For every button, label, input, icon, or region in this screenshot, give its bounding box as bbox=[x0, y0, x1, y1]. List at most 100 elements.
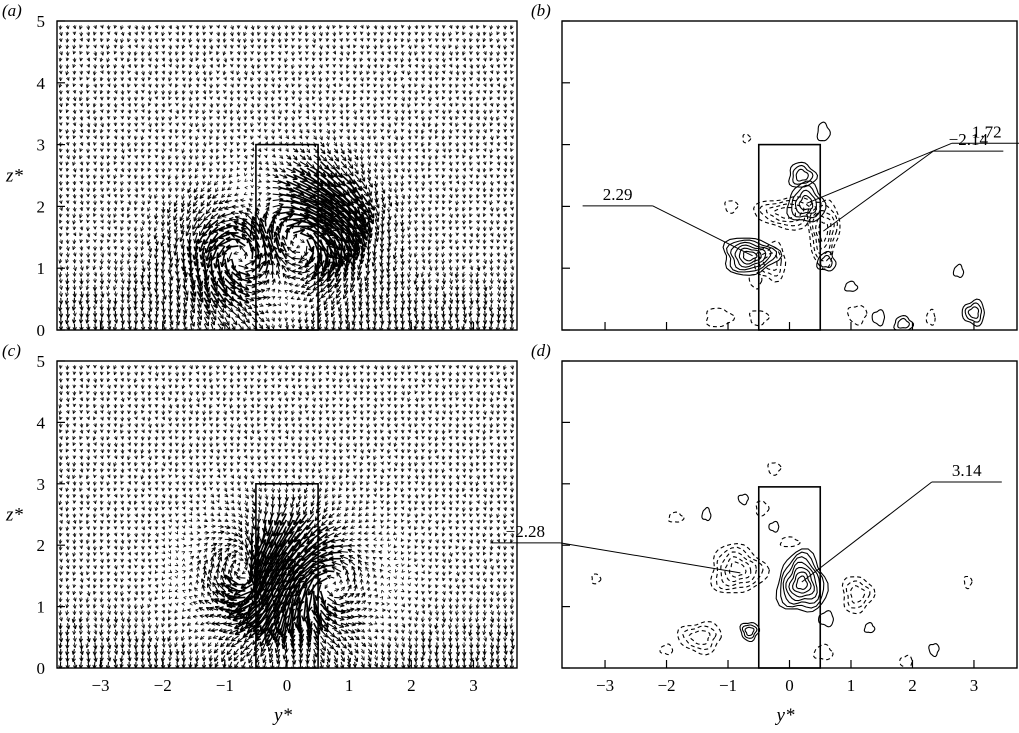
vector-arrowhead bbox=[93, 232, 97, 237]
vector-arrowhead bbox=[249, 178, 253, 183]
vector-arrowhead bbox=[72, 200, 77, 205]
vector-arrowhead bbox=[106, 38, 111, 42]
vector-arrowhead bbox=[107, 299, 112, 304]
vector-arrowhead bbox=[106, 64, 111, 69]
vector-arrowhead bbox=[161, 77, 166, 81]
vector-arrowhead bbox=[146, 241, 151, 246]
vector-arrowhead bbox=[284, 296, 289, 300]
vector-arrowhead bbox=[72, 240, 77, 245]
vector-arrowhead bbox=[134, 161, 138, 166]
vector-arrowhead bbox=[169, 276, 174, 281]
vector-arrowhead bbox=[134, 90, 139, 95]
vector-arrowhead bbox=[161, 103, 166, 108]
vector-arrowhead bbox=[113, 260, 118, 265]
vector-arrowhead bbox=[147, 221, 152, 225]
vector-arrowhead bbox=[65, 259, 69, 264]
vector-arrowhead bbox=[99, 266, 104, 271]
vector-arrowhead bbox=[127, 64, 132, 68]
vector-arrowhead bbox=[168, 102, 172, 107]
vector-arrowhead bbox=[126, 299, 131, 304]
vector-arrow bbox=[155, 284, 158, 293]
vector-arrowhead bbox=[360, 89, 364, 94]
vector-arrowhead bbox=[126, 213, 131, 218]
vector-arrowhead bbox=[93, 246, 97, 251]
vector-arrowhead bbox=[148, 195, 152, 199]
vector-arrowhead bbox=[58, 259, 63, 264]
vector-arrowhead bbox=[113, 116, 118, 120]
vector-arrowhead bbox=[72, 102, 77, 107]
vector-arrowhead bbox=[154, 24, 159, 29]
vector-arrow bbox=[100, 297, 103, 304]
vector-arrowhead bbox=[72, 220, 76, 225]
vector-arrowhead bbox=[79, 83, 84, 88]
vector-arrowhead bbox=[161, 149, 166, 154]
vector-arrowhead bbox=[140, 45, 145, 50]
vector-arrowhead bbox=[154, 103, 159, 107]
vector-arrowhead bbox=[161, 84, 166, 88]
vector-arrowhead bbox=[284, 302, 288, 306]
vector-arrowhead bbox=[120, 57, 125, 62]
vector-arrowhead bbox=[106, 96, 111, 101]
vector-arrow bbox=[66, 271, 68, 278]
vector-arrowhead bbox=[167, 269, 173, 274]
vector-arrowhead bbox=[134, 193, 138, 198]
vector-arrowhead bbox=[161, 155, 165, 160]
vector-arrowhead bbox=[120, 181, 124, 186]
vector-arrowhead bbox=[79, 57, 83, 62]
vector-arrowhead bbox=[339, 115, 343, 120]
vector-arrowhead bbox=[113, 84, 118, 88]
vector-arrowhead bbox=[93, 293, 98, 298]
vector-arrowhead bbox=[79, 123, 84, 128]
vector-arrowhead bbox=[65, 129, 70, 134]
vector-arrow bbox=[162, 200, 165, 206]
vector-arrowhead bbox=[99, 96, 104, 101]
vector-arrowhead bbox=[58, 194, 63, 199]
vector-arrowhead bbox=[127, 90, 131, 94]
vector-arrowhead bbox=[92, 110, 97, 115]
vector-arrowhead bbox=[79, 174, 84, 179]
vector-arrowhead bbox=[72, 129, 77, 134]
vector-arrowhead bbox=[85, 319, 90, 324]
vector-arrowhead bbox=[85, 279, 90, 284]
vector-arrowhead bbox=[161, 70, 166, 75]
vector-arrowhead bbox=[113, 90, 118, 94]
vector-arrowhead bbox=[154, 141, 159, 146]
vector-arrowhead bbox=[58, 154, 63, 159]
vector-arrowhead bbox=[58, 90, 63, 95]
vector-arrowhead bbox=[134, 213, 138, 218]
vector-arrowhead bbox=[140, 274, 145, 279]
vector-arrowhead bbox=[148, 300, 153, 305]
vector-arrowhead bbox=[59, 103, 63, 108]
vector-arrowhead bbox=[106, 246, 111, 251]
vector-arrowhead bbox=[311, 96, 316, 100]
vector-arrowhead bbox=[127, 232, 131, 237]
vector-arrowhead bbox=[127, 267, 132, 272]
vector-arrowhead bbox=[134, 25, 139, 30]
vector-arrowhead bbox=[169, 320, 174, 326]
vector-arrowhead bbox=[244, 178, 248, 182]
vector-arrow bbox=[134, 323, 137, 330]
vector-arrowhead bbox=[65, 273, 70, 278]
vector-arrowhead bbox=[106, 58, 111, 63]
vector-arrowhead bbox=[209, 141, 213, 146]
vector-arrowhead bbox=[154, 58, 159, 63]
vector-arrowhead bbox=[154, 65, 159, 69]
vector-arrowhead bbox=[133, 294, 139, 299]
vector-arrowhead bbox=[92, 259, 97, 263]
vector-arrowhead bbox=[161, 142, 166, 147]
vector-arrowhead bbox=[140, 260, 145, 264]
vector-arrowhead bbox=[126, 142, 131, 147]
vector-arrowhead bbox=[93, 239, 97, 243]
vector-arrowhead bbox=[79, 37, 84, 42]
vector-arrow bbox=[141, 232, 144, 238]
vector-arrowhead bbox=[258, 179, 262, 183]
vector-arrowhead bbox=[127, 320, 132, 325]
vector-arrowhead bbox=[147, 167, 152, 172]
vector-arrowhead bbox=[65, 292, 70, 297]
vector-arrowhead bbox=[65, 313, 70, 318]
vector-arrowhead bbox=[86, 103, 90, 107]
vector-arrowhead bbox=[120, 299, 125, 304]
vector-arrowhead bbox=[106, 226, 111, 231]
